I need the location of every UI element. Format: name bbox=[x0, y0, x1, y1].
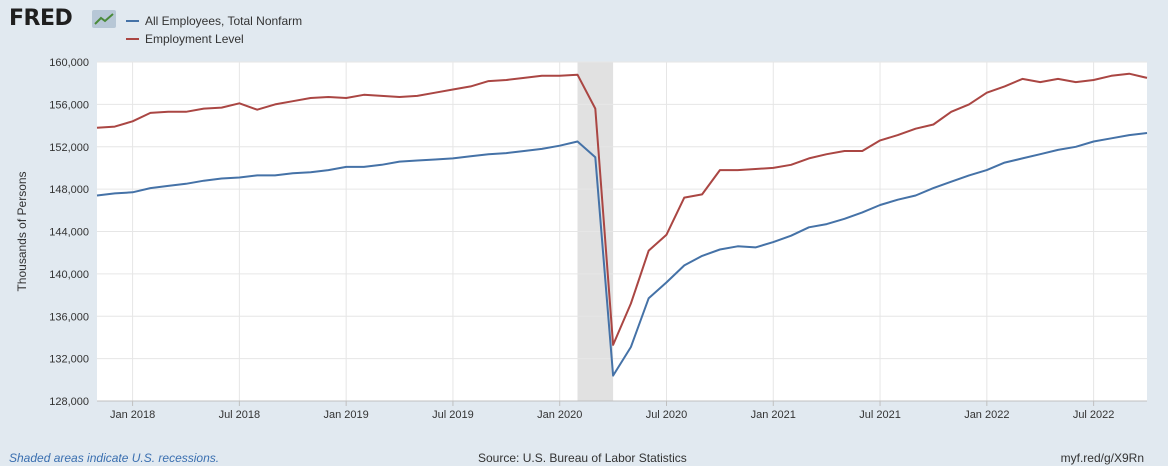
legend-swatch bbox=[126, 38, 139, 40]
x-tick-label: Jul 2020 bbox=[646, 409, 688, 421]
x-tick-label: Jul 2022 bbox=[1073, 409, 1115, 421]
recession-note: Shaded areas indicate U.S. recessions. bbox=[9, 451, 220, 465]
x-tick-label: Jul 2018 bbox=[219, 409, 261, 421]
legend-label: All Employees, Total Nonfarm bbox=[145, 14, 303, 28]
y-tick-label: 156,000 bbox=[49, 99, 89, 111]
legend-label: Employment Level bbox=[145, 32, 244, 46]
y-tick-label: 132,000 bbox=[49, 354, 89, 366]
x-tick-label: Jul 2021 bbox=[859, 409, 901, 421]
line-graph-icon bbox=[92, 10, 116, 28]
y-tick-label: 140,000 bbox=[49, 269, 89, 281]
y-tick-label: 144,000 bbox=[49, 227, 89, 239]
y-tick-label: 160,000 bbox=[49, 57, 89, 69]
series-line[interactable] bbox=[96, 72, 1148, 346]
fred-logo[interactable]: FRED bbox=[9, 6, 73, 31]
y-tick-label: 128,000 bbox=[49, 396, 89, 408]
x-tick-label: Jan 2021 bbox=[751, 409, 796, 421]
y-tick-label: 148,000 bbox=[49, 184, 89, 196]
series-line[interactable] bbox=[96, 132, 1148, 377]
source-text: Source: U.S. Bureau of Labor Statistics bbox=[478, 451, 687, 465]
x-tick-label: Jul 2019 bbox=[432, 409, 474, 421]
y-axis-label: Thousands of Persons bbox=[15, 171, 29, 291]
x-tick-label: Jan 2022 bbox=[964, 409, 1009, 421]
legend-item[interactable]: Employment Level bbox=[126, 30, 302, 48]
x-tick-label: Jan 2020 bbox=[537, 409, 582, 421]
x-tick-label: Jan 2018 bbox=[110, 409, 155, 421]
short-url[interactable]: myf.red/g/X9Rn bbox=[1060, 451, 1144, 465]
y-tick-label: 152,000 bbox=[49, 142, 89, 154]
y-tick-label: 136,000 bbox=[49, 311, 89, 323]
x-tick-label: Jan 2019 bbox=[324, 409, 369, 421]
legend-swatch bbox=[126, 20, 139, 22]
chart-legend: All Employees, Total Nonfarm Employment … bbox=[126, 12, 302, 48]
legend-item[interactable]: All Employees, Total Nonfarm bbox=[126, 12, 302, 30]
